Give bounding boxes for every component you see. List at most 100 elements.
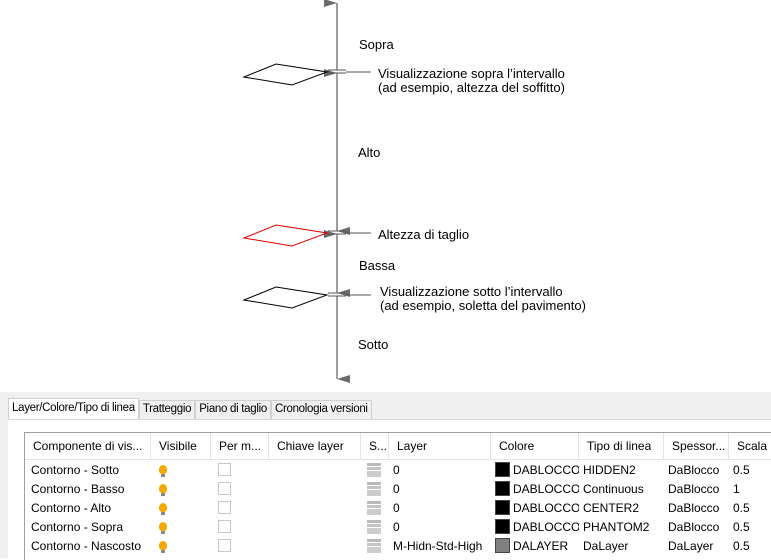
style-cell[interactable] [361, 498, 389, 517]
layer-style-icon[interactable] [367, 519, 381, 534]
tab-strip: Layer/Colore/Tipo di linea Tratteggio Pian… [8, 398, 372, 421]
column-header[interactable]: Tipo di linea [579, 433, 664, 459]
layer-style-icon[interactable] [367, 500, 381, 515]
label-cut-height: Altezza di taglio [378, 227, 469, 242]
color-swatch [495, 481, 510, 496]
scale-cell[interactable]: 0.5 [733, 519, 750, 534]
visible-cell[interactable] [151, 479, 211, 498]
color-cell[interactable]: DABLOCCO [491, 517, 579, 536]
layer-cell[interactable]: 0 [393, 462, 400, 477]
lightbulb-icon[interactable] [159, 484, 167, 496]
layer-key-cell[interactable] [269, 536, 361, 555]
linetype-cell[interactable]: Continuous [583, 481, 644, 496]
lightbulb-icon[interactable] [159, 465, 167, 477]
lightbulb-icon[interactable] [159, 522, 167, 534]
column-header[interactable]: Scala [729, 433, 771, 459]
component-cell: Contorno - Alto [31, 500, 112, 515]
layer-cell[interactable]: 0 [393, 481, 400, 496]
lightbulb-icon[interactable] [159, 541, 167, 553]
color-cell[interactable]: DABLOCCO [491, 479, 579, 498]
color-name: DALAYER [513, 538, 569, 553]
layer-style-icon[interactable] [367, 481, 381, 496]
color-name: DABLOCCO [513, 500, 579, 515]
table-row[interactable]: Contorno - Nascosto M-Hidn-Std-High DALAYE… [25, 536, 771, 555]
properties-panel: Layer/Colore/Tipo di linea Tratteggio Pian… [0, 392, 771, 560]
layer-cell[interactable]: 0 [393, 500, 400, 515]
tab-3[interactable]: Cronologia versioni [270, 400, 372, 419]
table-row[interactable]: Contorno - Sopra 0 DABLOCCO PHANTOM2 DaBlocc… [25, 517, 771, 536]
column-header[interactable]: Colore [491, 433, 579, 459]
scale-cell[interactable]: 1 [733, 481, 740, 496]
per-m-cell[interactable] [211, 479, 269, 498]
scale-cell[interactable]: 0.5 [733, 462, 750, 477]
table-row[interactable]: Contorno - Basso 0 DABLOCCO Continuous DaBlo… [25, 479, 771, 498]
linetype-cell[interactable]: CENTER2 [583, 500, 640, 515]
scale-cell[interactable]: 0.5 [733, 538, 750, 553]
tab-content: Componente di vis... Visibile Per m... Chia… [8, 419, 771, 560]
style-cell[interactable] [361, 479, 389, 498]
column-header[interactable]: Per m... [211, 433, 269, 459]
color-name: DABLOCCO [513, 519, 579, 534]
per-m-cell[interactable] [211, 498, 269, 517]
lineweight-cell[interactable]: DaLayer [668, 538, 714, 553]
style-cell[interactable] [361, 517, 389, 536]
linetype-cell[interactable]: PHANTOM2 [583, 519, 650, 534]
display-components-table: Componente di vis... Visibile Per m... Chia… [24, 432, 771, 560]
column-header[interactable]: Componente di vis... [25, 433, 151, 459]
per-m-cell[interactable] [211, 460, 269, 479]
linetype-cell[interactable]: DaLayer [583, 538, 629, 553]
color-swatch [495, 462, 510, 477]
visible-cell[interactable] [151, 536, 211, 555]
color-cell[interactable]: DABLOCCO [491, 498, 579, 517]
lineweight-cell[interactable]: DaBlocco [668, 462, 720, 477]
scale-cell[interactable]: 0.5 [733, 500, 750, 515]
color-swatch [495, 519, 510, 534]
linetype-cell[interactable]: HIDDEN2 [583, 462, 636, 477]
tab-0[interactable]: Layer/Colore/Tipo di linea [8, 398, 139, 421]
plane-below [242, 286, 329, 309]
column-header[interactable]: S... [361, 433, 389, 459]
lineweight-cell[interactable]: DaBlocco [668, 519, 720, 534]
checkbox[interactable] [218, 482, 231, 495]
per-m-cell[interactable] [211, 536, 269, 555]
lineweight-cell[interactable]: DaBlocco [668, 500, 720, 515]
layer-key-cell[interactable] [269, 460, 361, 479]
column-header[interactable]: Visibile [151, 433, 211, 459]
layer-key-cell[interactable] [269, 498, 361, 517]
layer-key-cell[interactable] [269, 479, 361, 498]
color-cell[interactable]: DABLOCCO [491, 460, 579, 479]
layer-style-icon[interactable] [367, 538, 381, 553]
column-header[interactable]: Layer [389, 433, 491, 459]
layer-cell[interactable]: M-Hidn-Std-High [393, 538, 483, 553]
table-row[interactable]: Contorno - Alto 0 DABLOCCO CENTER2 DaBlocco 0… [25, 498, 771, 517]
checkbox[interactable] [218, 463, 231, 476]
component-cell: Contorno - Nascosto [31, 538, 142, 553]
lightbulb-icon[interactable] [159, 503, 167, 515]
visible-cell[interactable] [151, 460, 211, 479]
layer-style-icon[interactable] [367, 462, 381, 477]
plane-cut [242, 224, 329, 247]
visible-cell[interactable] [151, 498, 211, 517]
column-header[interactable]: Spessor... [664, 433, 729, 459]
layer-key-cell[interactable] [269, 517, 361, 536]
style-cell[interactable] [361, 536, 389, 555]
tab-1[interactable]: Tratteggio [138, 400, 196, 419]
tab-2[interactable]: Piano di taglio [195, 400, 271, 419]
checkbox[interactable] [218, 539, 231, 552]
table-row[interactable]: Contorno - Sotto 0 DABLOCCO HIDDEN2 DaBlocco… [25, 460, 771, 479]
color-swatch [495, 500, 510, 515]
label-view-below-example: (ad esempio, soletta del pavimento) [380, 298, 586, 313]
checkbox[interactable] [218, 520, 231, 533]
label-bassa: Bassa [359, 258, 396, 273]
column-header[interactable]: Chiave layer [269, 433, 361, 459]
checkbox[interactable] [218, 501, 231, 514]
per-m-cell[interactable] [211, 517, 269, 536]
color-cell[interactable]: DALAYER [491, 536, 579, 555]
layer-cell[interactable]: 0 [393, 519, 400, 534]
label-view-above-example: (ad esempio, altezza del soffitto) [378, 80, 565, 95]
visible-cell[interactable] [151, 517, 211, 536]
style-cell[interactable] [361, 460, 389, 479]
lineweight-cell[interactable]: DaBlocco [668, 481, 720, 496]
color-name: DABLOCCO [513, 462, 579, 477]
display-range-diagram: Sopra Alto Bassa Sotto Visualizzazione s… [242, 0, 586, 383]
